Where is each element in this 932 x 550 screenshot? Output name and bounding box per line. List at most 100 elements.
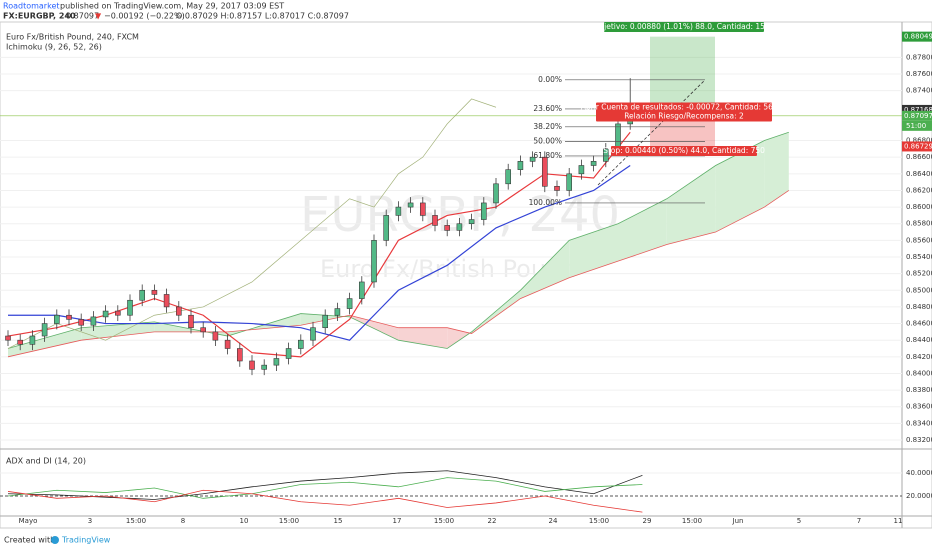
candle-body [395,206,402,216]
candle-body [163,294,170,308]
countdown: 51:00 [906,122,926,130]
candle-body [554,185,560,191]
symbol: FX:EURGBP, 240 [3,12,76,21]
cloud-fill [715,140,765,233]
candle-body [578,165,585,175]
candle-body [115,310,121,316]
candle-body [566,173,573,191]
candle-body [102,310,109,318]
adx-line [7,470,643,500]
x-tick-label: Jun [732,517,744,525]
candle-body [419,202,426,216]
adx-pane [0,470,902,513]
candle-body [29,335,36,345]
candle-body [358,281,365,299]
candle-body [17,339,24,345]
candle-body [602,148,609,162]
candle-body [90,316,97,326]
cloud-fill [666,165,716,245]
adx-line [7,489,643,513]
price-tag-label: 0.86729 [904,142,932,150]
price-pane: 0.00% 23.60% 38.20% 50.00% 61.80% 100.00% Obje… [0,22,902,441]
x-tick-label: 17 [393,517,402,525]
price-tag-label: 0.88049 [904,33,932,41]
x-tick-label: 7 [857,517,861,525]
candle-body [493,183,499,204]
x-tick-label: 3 [88,517,92,525]
frame [0,21,932,529]
fib-label: 0.00% [538,75,562,84]
brand[interactable]: TradingView [61,536,111,545]
candle-body [151,289,158,295]
x-tick-label: 15:00 [682,517,702,525]
candle-body [139,289,145,301]
candle-body [237,348,243,362]
watermark: EURGBP, 240 [300,187,620,243]
arrow: ▼ [95,12,102,21]
candle-body [541,156,548,187]
candle-body [188,314,194,329]
candle-body [78,319,84,326]
adx-line [7,477,643,499]
candle-body [66,314,72,320]
x-tick-label: 11 [894,517,903,525]
x-tick-label: Mayo [19,517,38,525]
ichimoku-line [8,165,631,341]
countdown-box [902,120,932,131]
y-tick-label: 0.83200 [906,436,932,444]
target-zone [650,36,715,110]
x-tick-label: 15:00 [126,517,146,525]
label-text: Relación Riesgo/Recompensa: 2 [624,112,744,121]
adx-tick-label: 20.0000 [906,492,932,500]
candle-body [224,339,231,349]
author-link[interactable]: Roadtomarket [3,2,60,11]
fib-label: 100.00% [529,198,562,207]
candle-body [432,215,438,226]
price-tag [902,104,932,115]
x-tick-label: 15:00 [589,517,609,525]
indicator-title: Ichimoku (9, 26, 52, 26) [6,43,102,52]
ichimoku-line [7,98,497,349]
ichimoku-line [7,131,631,358]
fib-label: 61.80% [533,151,562,160]
candle-body [249,360,255,370]
candle-body [200,327,206,333]
cloud-fill [764,132,789,208]
candle-body [590,161,597,166]
x-tick-label: 5 [797,517,801,525]
x-tick-label: 15 [334,517,343,525]
candle-body [480,202,487,220]
x-tick-label: 15:00 [279,517,299,525]
candle-body [297,339,304,349]
candle-body [346,298,353,309]
candle-body [261,364,268,370]
published: published on TradingView.com, May 29, 20… [60,2,284,11]
candle-body [444,225,451,231]
cloud-fill [447,327,472,349]
candle-body [371,240,377,283]
price-tag [902,110,932,121]
label-text: Objetivo: 0.00880 (1.01%) 88.0, Cantidad… [594,22,775,31]
price-tag [902,31,932,42]
candle-body [529,156,536,162]
position-label: Abrir Cuenta de resultados: -0.00072, Ca… [581,102,787,122]
cloud-fill [8,327,82,357]
candle-body [505,169,512,185]
candle-body [41,323,48,337]
candle-body [127,299,133,316]
created-with: Created with [4,536,55,545]
cloud-fill [520,240,570,299]
